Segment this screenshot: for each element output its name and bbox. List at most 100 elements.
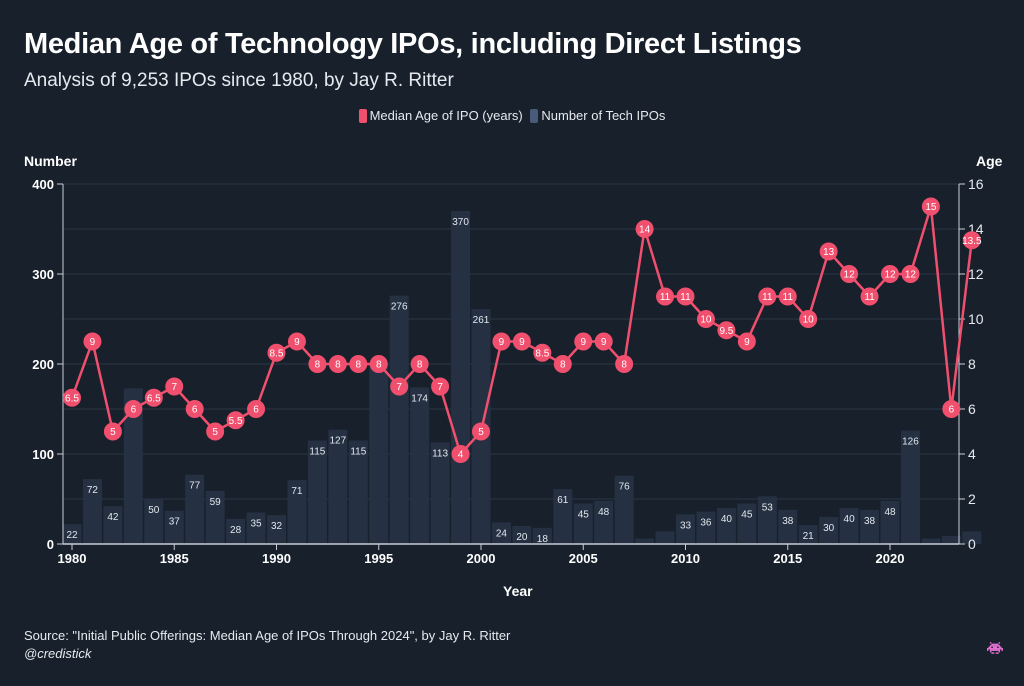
bar — [553, 489, 573, 544]
bar-label: 48 — [598, 507, 610, 518]
x-axis-title: Year — [503, 583, 533, 599]
median-age-point — [206, 422, 225, 441]
median-age-point — [656, 287, 675, 306]
bar-label: 37 — [169, 517, 181, 528]
bar-label: 36 — [700, 518, 712, 529]
space-invader-icon — [987, 642, 1003, 654]
bar — [491, 522, 511, 544]
bar-label: 115 — [350, 447, 366, 458]
median-age-label: 9 — [601, 337, 607, 348]
median-age-point — [778, 287, 797, 306]
bar-label: 370 — [452, 217, 469, 228]
median-age-point — [635, 220, 654, 238]
median-age-label: 9 — [744, 337, 750, 348]
bar-label: 50 — [148, 505, 160, 516]
median-age-label: 11 — [680, 292, 691, 303]
legend-label-number-ipos: Number of Tech IPOs — [541, 108, 666, 123]
median-age-point — [267, 343, 286, 362]
median-age-label: 9 — [580, 337, 586, 348]
bar — [532, 527, 552, 544]
x-tick-label: 1995 — [364, 551, 393, 566]
bar-label: 276 — [391, 302, 408, 313]
median-age-point — [533, 343, 552, 362]
median-age-line — [70, 205, 974, 456]
median-age-label: 6 — [131, 405, 137, 416]
bar — [307, 440, 327, 544]
median-age-point — [83, 332, 102, 351]
median-age-point — [799, 310, 818, 328]
bar — [287, 480, 307, 544]
median-age-point — [717, 321, 736, 340]
median-age-label: 13 — [823, 247, 835, 258]
bar-label: 40 — [721, 514, 733, 525]
y-tick-label-left: 0 — [47, 537, 54, 552]
bar-label: 126 — [902, 437, 919, 448]
median-age-point — [676, 287, 695, 306]
median-age-point — [758, 287, 777, 306]
median-age-point — [349, 355, 368, 373]
median-age-label: 8.5 — [270, 348, 284, 359]
median-age-label: 10 — [803, 315, 815, 326]
bar — [819, 517, 839, 544]
bar-label: 24 — [496, 528, 508, 539]
bar — [430, 442, 450, 544]
legend: Median Age of IPO (years) Number of Tech… — [0, 108, 1024, 126]
bar-label: 20 — [516, 532, 528, 543]
bar — [246, 512, 266, 544]
bar — [144, 499, 164, 544]
median-age-point — [226, 411, 245, 430]
median-age-point — [574, 332, 593, 351]
bar-label: 77 — [189, 481, 201, 492]
bar — [880, 500, 900, 544]
y-axis-right-title: Age — [976, 153, 1003, 169]
legend-item-number-ipos[interactable]: Number of Tech IPOs — [530, 108, 665, 123]
median-age-point — [594, 332, 613, 351]
bar-label: 76 — [619, 482, 631, 493]
median-age-point — [247, 400, 266, 418]
median-age-label: 8 — [335, 360, 341, 371]
source-note: Source: "Initial Public Offerings: Media… — [24, 628, 511, 643]
median-age-point — [308, 355, 327, 373]
median-age-label: 8 — [376, 360, 382, 371]
bar — [82, 479, 102, 544]
bar — [737, 503, 757, 544]
legend-item-median-age[interactable]: Median Age of IPO (years) — [358, 108, 523, 123]
y-axis-left-title: Number — [24, 153, 77, 169]
bar — [594, 500, 614, 544]
median-age-point — [390, 377, 409, 396]
median-age-label: 12 — [844, 270, 856, 281]
bar — [451, 211, 471, 544]
median-age-point — [328, 355, 347, 373]
median-age-point — [901, 265, 920, 283]
y-tick-label-left: 100 — [32, 447, 54, 462]
x-tick-label: 1990 — [262, 551, 291, 566]
median-age-point — [860, 287, 879, 306]
bar — [410, 387, 430, 544]
median-age-label: 7 — [437, 382, 443, 393]
y-tick-label-left: 300 — [32, 267, 54, 282]
y-tick-label-right: 2 — [968, 491, 976, 507]
bar — [103, 506, 123, 544]
bar — [369, 364, 389, 544]
x-tick-label: 2005 — [569, 551, 598, 566]
bar-label: 18 — [537, 534, 549, 545]
bar-label: 30 — [823, 523, 835, 534]
bar — [348, 440, 368, 544]
bar — [512, 526, 532, 544]
bar — [226, 518, 246, 544]
bar-label: 59 — [210, 497, 222, 508]
author-handle[interactable]: @credistick — [24, 646, 92, 661]
y-tick-label-left: 400 — [32, 177, 54, 192]
x-tick-label: 2015 — [773, 551, 802, 566]
bar — [267, 515, 286, 544]
median-age-point — [615, 355, 634, 373]
median-age-point — [287, 332, 306, 351]
bar — [716, 508, 736, 544]
median-age-point — [881, 265, 899, 283]
bar-label: 115 — [309, 447, 325, 458]
median-age-point — [737, 332, 756, 351]
median-age-label: 8.5 — [535, 348, 549, 359]
median-age-label: 7 — [171, 382, 177, 393]
